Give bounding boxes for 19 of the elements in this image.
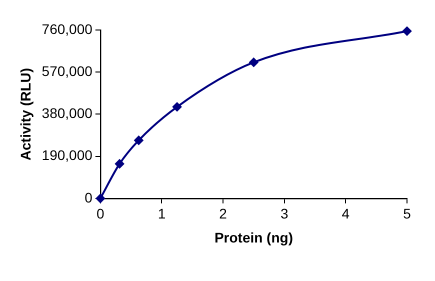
x-tick-label: 0 <box>96 206 105 222</box>
y-tick-label: 760,000 <box>42 20 93 37</box>
x-tick-label: 3 <box>280 206 288 222</box>
y-tick-label: 570,000 <box>42 62 93 79</box>
point <box>249 58 258 67</box>
point <box>96 194 105 203</box>
point <box>402 26 412 36</box>
y-tick-label: 0 <box>84 189 93 206</box>
point <box>134 136 144 145</box>
point <box>172 102 182 112</box>
x-tick-label: 2 <box>219 206 228 222</box>
y-axis-title: Activity (RLU) <box>17 68 34 160</box>
y-tick-label: 190,000 <box>42 147 93 164</box>
y-tick-label: 380,000 <box>42 105 93 122</box>
x-tick-label: 1 <box>158 206 166 222</box>
x-tick-label: 5 <box>403 206 412 222</box>
x-axis-title: Protein (ng) <box>214 229 293 246</box>
x-tick-label: 4 <box>342 206 350 222</box>
point <box>115 159 124 168</box>
